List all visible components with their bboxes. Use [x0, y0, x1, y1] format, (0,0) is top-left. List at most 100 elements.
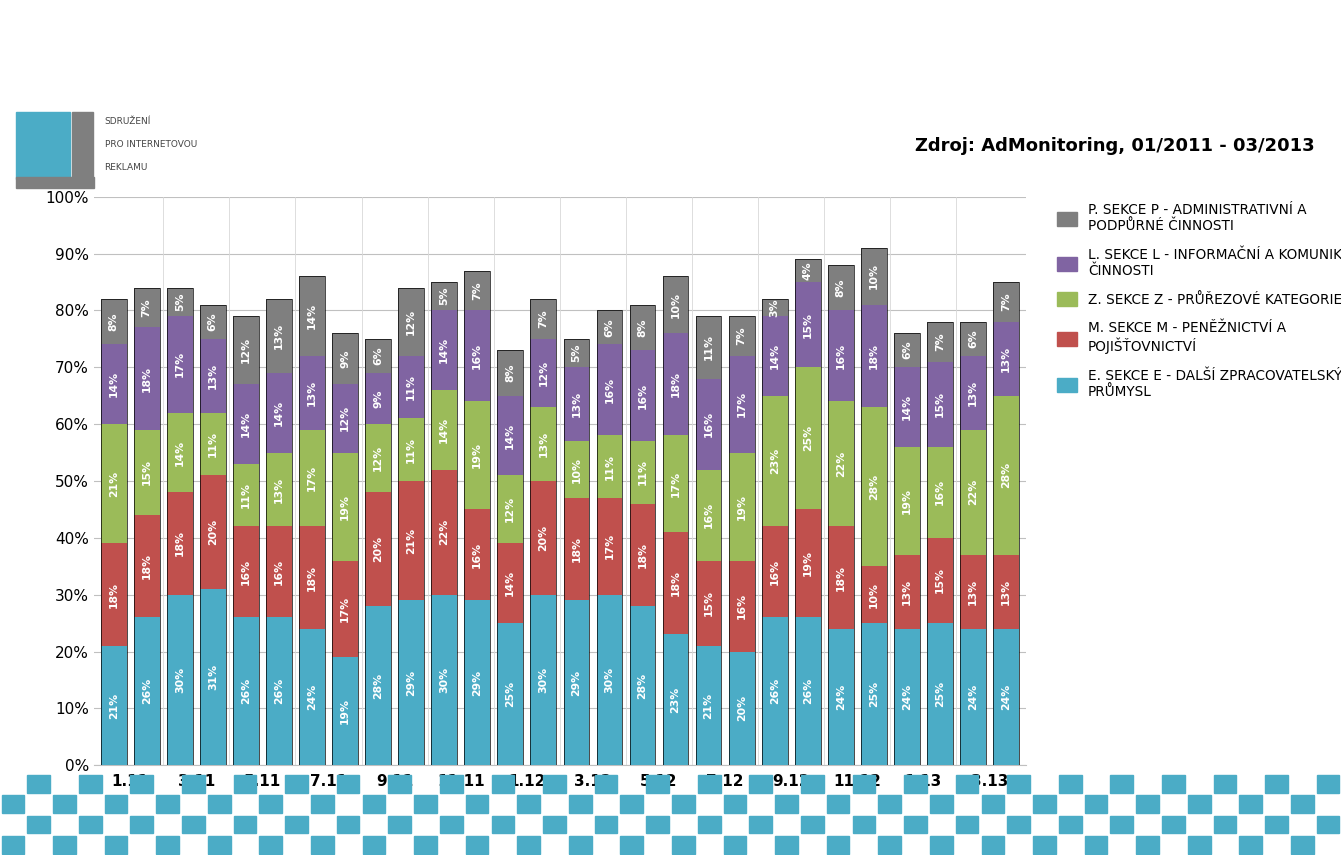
Bar [440, 775, 463, 793]
Bar [927, 538, 953, 623]
Bar [432, 310, 457, 390]
Text: 11%: 11% [406, 437, 416, 463]
Text: 16%: 16% [605, 377, 614, 403]
Bar [101, 424, 126, 544]
Bar [827, 265, 854, 310]
Bar [16, 112, 70, 179]
Bar [79, 775, 102, 793]
Bar [1110, 775, 1133, 793]
Text: 14%: 14% [109, 371, 119, 398]
Bar [762, 316, 787, 396]
Bar [630, 441, 656, 504]
Bar [904, 775, 927, 793]
Bar [362, 795, 385, 813]
Bar [827, 628, 854, 765]
Text: 8%: 8% [835, 279, 846, 297]
Text: 25%: 25% [935, 681, 945, 707]
Bar [762, 527, 787, 617]
Bar [27, 775, 50, 793]
Text: 16%: 16% [704, 411, 713, 437]
Bar [1, 836, 24, 854]
Text: 18%: 18% [670, 371, 680, 398]
Text: 12%: 12% [373, 445, 384, 471]
Text: 7%: 7% [935, 333, 945, 351]
Text: 18%: 18% [142, 366, 152, 392]
Text: 14%: 14% [440, 416, 449, 443]
Bar [728, 356, 755, 452]
Text: 16%: 16% [935, 480, 945, 505]
Bar [762, 617, 787, 765]
Bar [956, 775, 979, 793]
Text: 28%: 28% [373, 673, 384, 699]
Bar [563, 498, 589, 600]
Text: 12%: 12% [241, 337, 251, 363]
Text: 6%: 6% [902, 341, 912, 359]
Text: 18%: 18% [109, 581, 119, 608]
Text: 12%: 12% [406, 309, 416, 335]
Bar [696, 646, 721, 765]
Text: 24%: 24% [835, 684, 846, 711]
Bar [464, 600, 489, 765]
Text: 14%: 14% [307, 303, 316, 329]
Text: 30%: 30% [174, 667, 185, 693]
Bar [927, 447, 953, 538]
Bar [696, 469, 721, 561]
Bar [853, 775, 876, 793]
Bar [311, 795, 334, 813]
Text: 8%: 8% [637, 318, 648, 337]
Text: 15%: 15% [142, 459, 152, 486]
Text: 12%: 12% [538, 360, 548, 386]
Text: 26%: 26% [803, 678, 813, 705]
Text: 14%: 14% [241, 411, 251, 437]
Text: 19%: 19% [803, 551, 813, 576]
Bar [518, 836, 540, 854]
Text: 18%: 18% [174, 530, 185, 557]
Bar [662, 276, 688, 765]
Bar [597, 595, 622, 765]
Bar [333, 657, 358, 765]
Bar [630, 351, 656, 441]
Bar [54, 836, 76, 854]
Bar [365, 339, 392, 765]
Text: 24%: 24% [1000, 684, 1011, 711]
Bar [398, 287, 424, 356]
Bar [861, 407, 886, 566]
Bar [299, 276, 325, 356]
Text: 22%: 22% [835, 451, 846, 477]
Bar [894, 628, 920, 765]
Bar [1136, 795, 1159, 813]
Bar [299, 356, 325, 430]
Bar [208, 795, 231, 813]
Bar [662, 333, 688, 435]
Bar [1007, 816, 1030, 834]
Bar [16, 177, 94, 188]
Text: 26%: 26% [241, 678, 251, 705]
Bar [795, 368, 821, 510]
Bar [266, 452, 292, 527]
Bar [543, 816, 566, 834]
Bar [1163, 775, 1184, 793]
Text: 10%: 10% [571, 457, 582, 482]
Bar [166, 316, 193, 413]
Text: SDRUŽENÍ: SDRUŽENÍ [105, 116, 152, 126]
Bar [672, 795, 695, 813]
Bar [464, 510, 489, 600]
Bar [1265, 816, 1287, 834]
Bar [563, 600, 589, 765]
Bar [72, 112, 93, 179]
Bar [728, 316, 755, 765]
Text: 13%: 13% [571, 391, 582, 417]
Bar [432, 390, 457, 469]
Text: 14%: 14% [902, 394, 912, 420]
Text: 15%: 15% [704, 590, 713, 616]
Bar [311, 836, 334, 854]
Bar [894, 447, 920, 555]
Bar [750, 775, 772, 793]
Bar [299, 628, 325, 765]
Text: 6%: 6% [605, 318, 614, 337]
Bar [233, 316, 259, 384]
Bar [299, 430, 325, 527]
Text: 24%: 24% [968, 684, 978, 711]
Bar [894, 367, 920, 447]
Bar [337, 775, 359, 793]
